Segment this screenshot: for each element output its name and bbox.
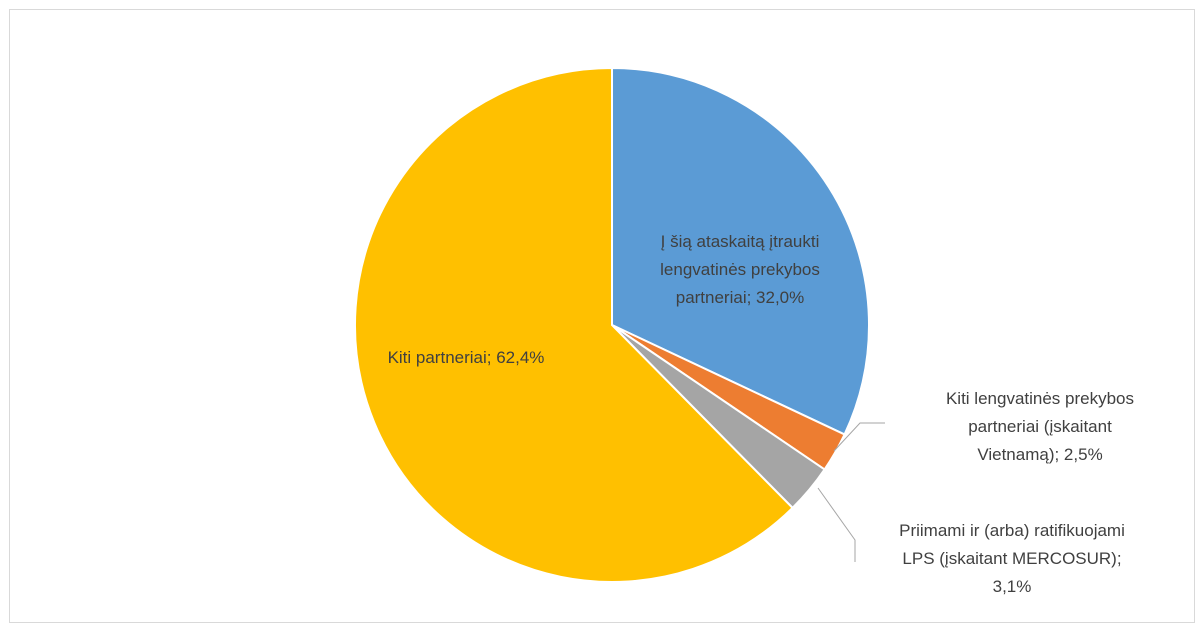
data-label-line: Kiti partneriai; 62,4% — [388, 348, 545, 367]
data-label-line: partneriai (įskaitant — [968, 417, 1112, 436]
leader-line — [833, 422, 885, 452]
data-label: Kiti lengvatinės prekybos partneriai (įsk… — [946, 389, 1134, 464]
data-label-line: Priimami ir (arba) ratifikuojami — [899, 521, 1125, 540]
data-label-line: 3,1% — [993, 577, 1032, 596]
data-label-line: lengvatinės prekybos — [660, 260, 820, 279]
data-label-line: Kiti lengvatinės prekybos — [946, 389, 1134, 408]
data-label-line: Į šią ataskaitą įtraukti — [661, 232, 820, 251]
data-label: Kiti partneriai; 62,4% — [388, 348, 545, 367]
data-label-line: partneriai; 32,0% — [676, 288, 805, 307]
data-label-line: LPS (įskaitant MERCOSUR); — [902, 549, 1121, 568]
data-label: Priimami ir (arba) ratifikuojami LPS (įsk… — [899, 521, 1125, 596]
slice-included-partners[interactable] — [611, 66, 870, 436]
data-label-line: Vietnamą); 2,5% — [977, 445, 1102, 464]
data-label: Į šią ataskaitą įtraukti lengvatinės prek… — [660, 232, 820, 307]
leader-line — [817, 487, 856, 562]
slice-other-partners[interactable] — [354, 66, 794, 583]
